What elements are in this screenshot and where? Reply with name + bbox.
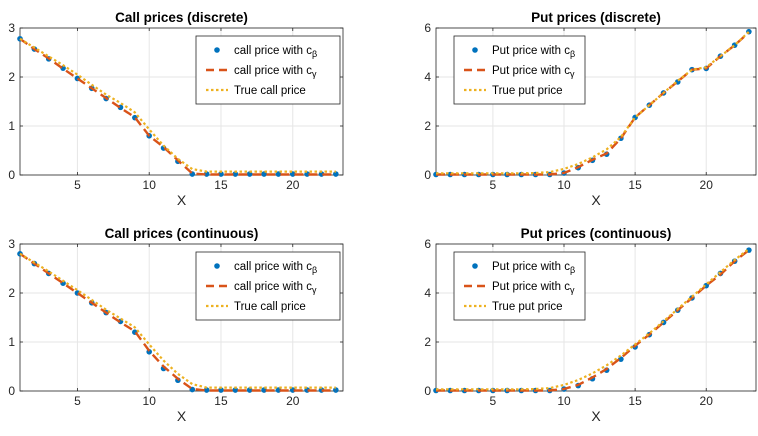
legend-label-1: Put price with cβ [492, 261, 575, 275]
x-axis-label: X [591, 408, 601, 424]
series-line-2 [436, 249, 750, 392]
legend: Put price with cβ Put price with cγ True p… [453, 251, 586, 321]
data-point-23 [333, 171, 339, 177]
data-point-14 [203, 387, 210, 393]
chart-title: Put prices (discrete) [531, 10, 661, 25]
y-tick-label: 0 [424, 384, 431, 398]
legend-marker-dot [214, 47, 220, 53]
x-tick-label: 5 [490, 394, 497, 408]
x-axis-label: X [591, 192, 601, 208]
y-tick-label: 2 [8, 70, 15, 84]
x-tick-label: 15 [214, 394, 228, 408]
legend-marker-dot [214, 263, 220, 269]
y-tick-label: 0 [8, 384, 15, 398]
series-line-3 [436, 248, 750, 391]
legend: Put price with cβ Put price with cγ True p… [453, 35, 586, 105]
series-line-3 [436, 30, 750, 175]
series-line-3 [19, 37, 336, 173]
y-tick-label: 6 [424, 21, 431, 35]
x-axis-label: X [177, 192, 187, 208]
chart-title: Call prices (discrete) [115, 10, 248, 25]
data-point-23 [333, 387, 339, 393]
legend-label-2: Put price with cγ [492, 281, 575, 295]
x-tick-label: 15 [214, 178, 228, 192]
x-axis-label: X [177, 408, 187, 424]
axes-box [19, 27, 344, 176]
y-tick-label: 1 [8, 119, 15, 133]
legend-marker-dot [472, 47, 478, 53]
y-tick-label: 0 [8, 168, 15, 182]
legend: call price with cβ call price with cγ True… [195, 35, 341, 105]
legend-label-3: True put price [492, 301, 563, 313]
legend-label-2: call price with cγ [234, 65, 317, 79]
x-tick-label: 10 [143, 178, 157, 192]
legend-label-2: call price with cγ [234, 281, 317, 295]
x-tick-label: 5 [490, 178, 497, 192]
chart-2: 5 10 15 20 0 2 4 6 Put prices (discrete) X Put pri… [424, 10, 757, 208]
chart-title: Put prices (continuous) [521, 226, 672, 241]
legend-label-1: call price with cβ [234, 261, 317, 275]
legend-label-3: True put price [492, 85, 563, 97]
legend: call price with cβ call price with cγ True… [195, 251, 341, 321]
y-tick-label: 4 [424, 70, 431, 84]
legend-label-2: Put price with cγ [492, 65, 575, 79]
chart-4: 5 10 15 20 0 2 4 6 Put prices (continuous) X Put p… [424, 226, 757, 424]
series-line-2 [19, 37, 336, 176]
x-tick-label: 10 [557, 178, 571, 192]
y-tick-label: 6 [424, 237, 431, 251]
x-tick-label: 20 [286, 178, 300, 192]
y-tick-label: 0 [424, 168, 431, 182]
series-line-2 [19, 252, 336, 392]
x-tick-label: 20 [700, 178, 714, 192]
x-tick-label: 10 [557, 394, 571, 408]
y-tick-label: 4 [424, 286, 431, 300]
axes-box [435, 243, 757, 392]
chart-3: 5 10 15 20 0 1 2 3 Call prices (continuous) Xcall… [8, 226, 344, 424]
legend-label-1: Put price with cβ [492, 45, 575, 59]
x-tick-label: 20 [286, 394, 300, 408]
legend-label-3: True call price [234, 85, 306, 97]
x-tick-label: 15 [628, 178, 642, 192]
y-tick-label: 3 [8, 21, 15, 35]
y-tick-label: 2 [424, 335, 431, 349]
x-tick-label: 10 [143, 394, 157, 408]
chart-title: Call prices (continuous) [105, 226, 259, 241]
x-tick-label: 15 [628, 394, 642, 408]
axes-box [19, 243, 344, 392]
axes-box [435, 27, 757, 176]
y-tick-label: 1 [8, 335, 15, 349]
x-tick-label: 5 [74, 178, 81, 192]
legend-label-1: call price with cβ [234, 45, 317, 59]
legend-label-3: True call price [234, 301, 306, 313]
series-line-3 [19, 252, 336, 389]
y-tick-label: 2 [424, 119, 431, 133]
y-tick-label: 2 [8, 286, 15, 300]
legend-marker-dot [472, 263, 478, 269]
x-tick-label: 20 [700, 394, 714, 408]
y-tick-label: 3 [8, 237, 15, 251]
x-tick-label: 5 [74, 394, 81, 408]
